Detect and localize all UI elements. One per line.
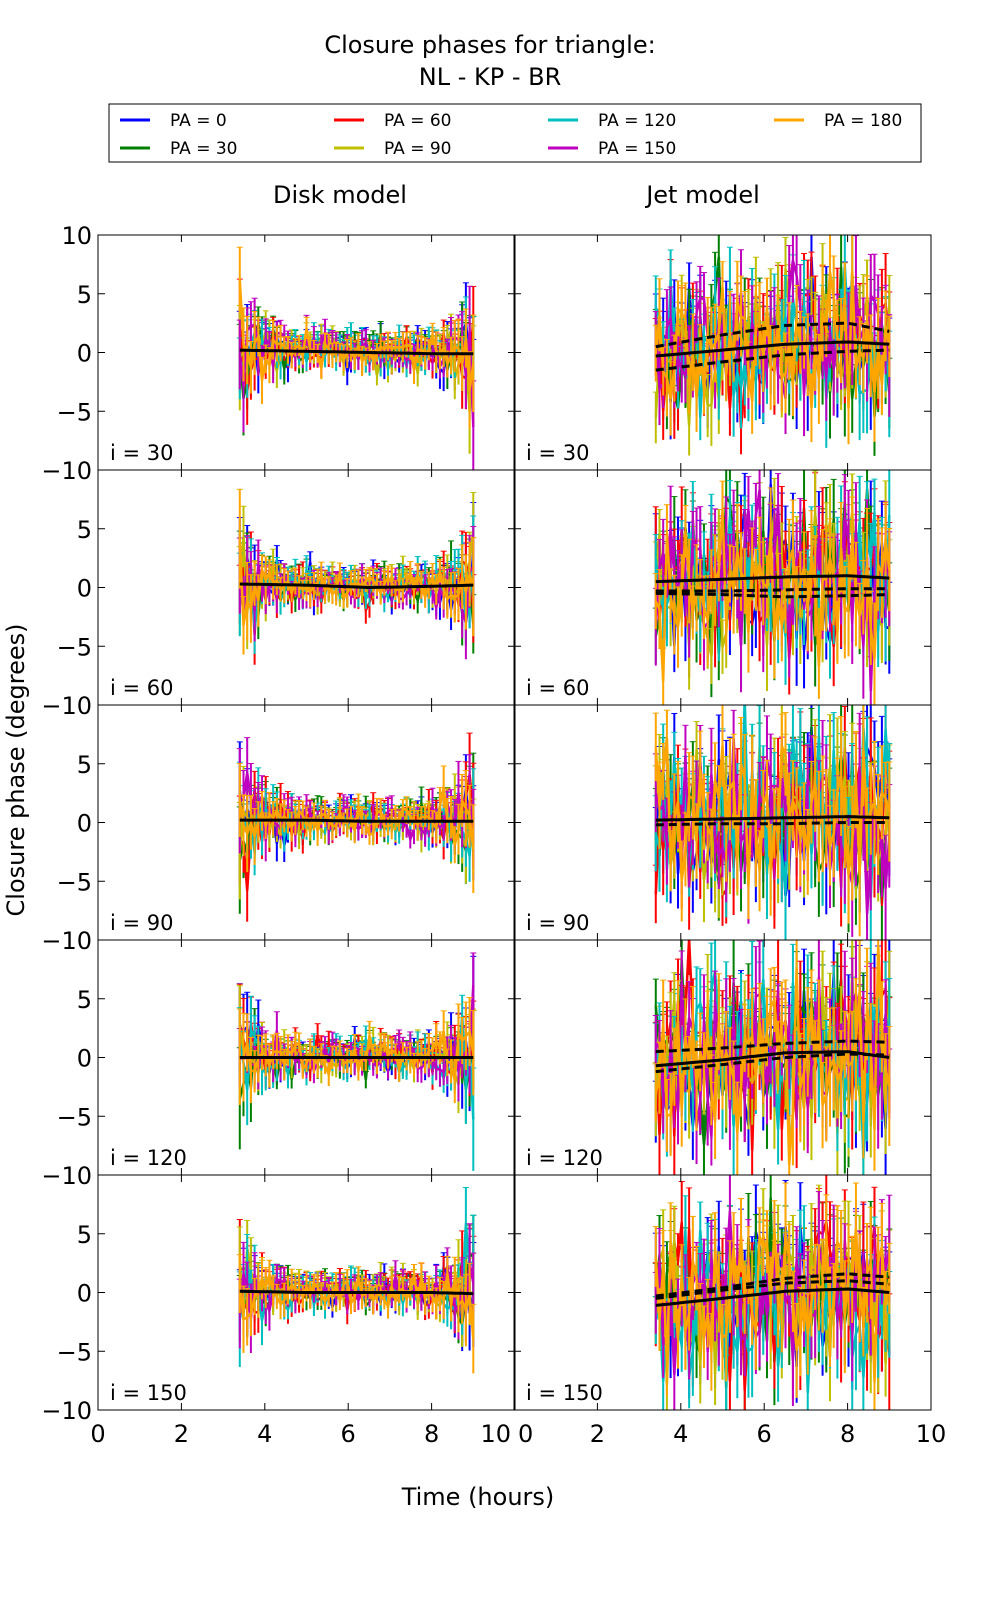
legend-label: PA = 30 [170, 139, 237, 159]
panel-inclination-label: i = 90 [110, 911, 174, 935]
panel-disk-row1: −10 −5 0 5 i = 60 [41, 469, 516, 720]
y-tick-label: 0 [77, 340, 92, 368]
y-tick-label: 5 [77, 516, 92, 544]
panel-disk-row0: −10 −5 0 5 10 i = 30 [41, 222, 516, 485]
panel-inclination-label: i = 60 [110, 676, 174, 700]
series-pa180 [236, 763, 477, 893]
x-axis-label: Time (hours) [401, 1483, 555, 1511]
series-line [654, 270, 891, 409]
y-tick-label: −5 [57, 398, 92, 426]
panel-jet-row0: i = 30 [513, 234, 932, 471]
series-pa180 [236, 246, 477, 429]
legend-label: PA = 90 [384, 139, 451, 159]
series-line [238, 564, 475, 624]
column-title-disk: Disk model [273, 181, 407, 209]
legend: PA = 0 PA = 30 PA = 60 PA = 90 PA = 120 PA = … [108, 103, 922, 163]
model-curve [239, 582, 474, 590]
model-curve [655, 340, 890, 358]
y-tick-label: −10 [41, 692, 92, 720]
column-title-jet: Jet model [644, 181, 760, 209]
series-line [238, 786, 475, 850]
chart-title-line1: Closure phases for triangle: [324, 31, 655, 59]
y-axis-label: Closure phase (degrees) [2, 624, 30, 917]
y-tick-label: −5 [57, 633, 92, 661]
legend-label: PA = 150 [598, 139, 676, 159]
panel-inclination-label: i = 30 [526, 441, 590, 465]
model-curve [239, 818, 474, 823]
y-tick-label: −10 [41, 927, 92, 955]
panel-jet-row1: i = 60 [513, 469, 932, 706]
y-tick-label: 5 [77, 281, 92, 309]
y-tick-label: −5 [57, 868, 92, 896]
y-tick-label: −10 [41, 457, 92, 485]
model-curve [239, 348, 474, 356]
panel-jet-row2: i = 90 [513, 704, 932, 941]
y-tick-label: 0 [77, 575, 92, 603]
legend-label: PA = 180 [824, 111, 902, 131]
chart-title-line2: NL - KP - BR [419, 63, 562, 91]
y-tick-label: 10 [61, 222, 92, 250]
y-tick-label: 5 [77, 751, 92, 779]
legend-label: PA = 120 [598, 111, 676, 131]
y-tick-label: 0 [77, 810, 92, 838]
model-curve-dashed [655, 321, 890, 349]
legend-label: PA = 60 [384, 111, 451, 131]
series-line [654, 509, 891, 682]
panel-disk-row2: −10 −5 0 5 i = 90 [41, 704, 516, 955]
model-curve-dashed [655, 348, 890, 372]
model-curve [655, 574, 890, 584]
panel-inclination-label: i = 30 [110, 441, 174, 465]
legend-label: PA = 0 [170, 111, 227, 131]
panel-inclination-label: i = 60 [526, 676, 590, 700]
